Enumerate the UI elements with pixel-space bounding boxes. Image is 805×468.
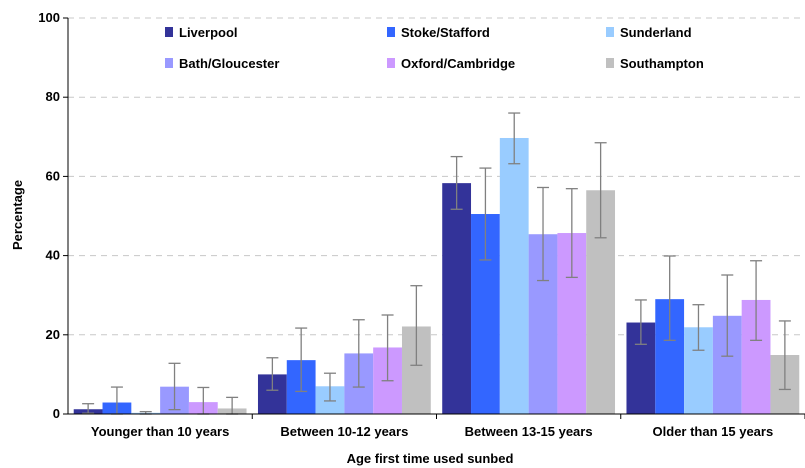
x-tick-label-2: Between 13-15 years [465, 424, 593, 439]
legend-label-3: Bath/Gloucester [179, 56, 279, 71]
legend-label-5: Southampton [620, 56, 704, 71]
legend-label-2: Sunderland [620, 25, 692, 40]
y-tick-label-100: 100 [38, 10, 60, 25]
gridlines [68, 17, 805, 336]
legend-swatch-2 [606, 27, 614, 37]
legend-label-0: Liverpool [179, 25, 238, 40]
legend-label-1: Stoke/Stafford [401, 25, 490, 40]
y-tick-label-80: 80 [46, 89, 60, 104]
y-axis-title: Percentage [10, 180, 25, 250]
x-tick-label-3: Older than 15 years [653, 424, 774, 439]
y-tick-label-0: 0 [53, 406, 60, 421]
y-tick-label-40: 40 [46, 248, 60, 263]
error-bars [82, 112, 791, 415]
bar-2-2 [499, 137, 529, 414]
legend-swatch-3 [165, 58, 173, 68]
legend-label-4: Oxford/Cambridge [401, 56, 515, 71]
bars [73, 137, 800, 414]
legend: Liverpool Stoke/Stafford Sunderland Bath/Gl… [152, 20, 782, 80]
legend-swatch-4 [387, 58, 395, 68]
legend-background [152, 20, 782, 80]
x-axis-title: Age first time used sunbed [347, 451, 514, 466]
axes: 0 20 40 60 80 100 Younger than 10 years Between… [38, 10, 805, 439]
y-tick-label-20: 20 [46, 327, 60, 342]
legend-swatch-0 [165, 27, 173, 37]
x-tick-label-0: Younger than 10 years [91, 424, 229, 439]
bar-0-2 [442, 183, 472, 414]
legend-swatch-1 [387, 27, 395, 37]
legend-swatch-5 [606, 58, 614, 68]
y-tick-label-60: 60 [46, 168, 60, 183]
x-tick-label-1: Between 10-12 years [280, 424, 408, 439]
